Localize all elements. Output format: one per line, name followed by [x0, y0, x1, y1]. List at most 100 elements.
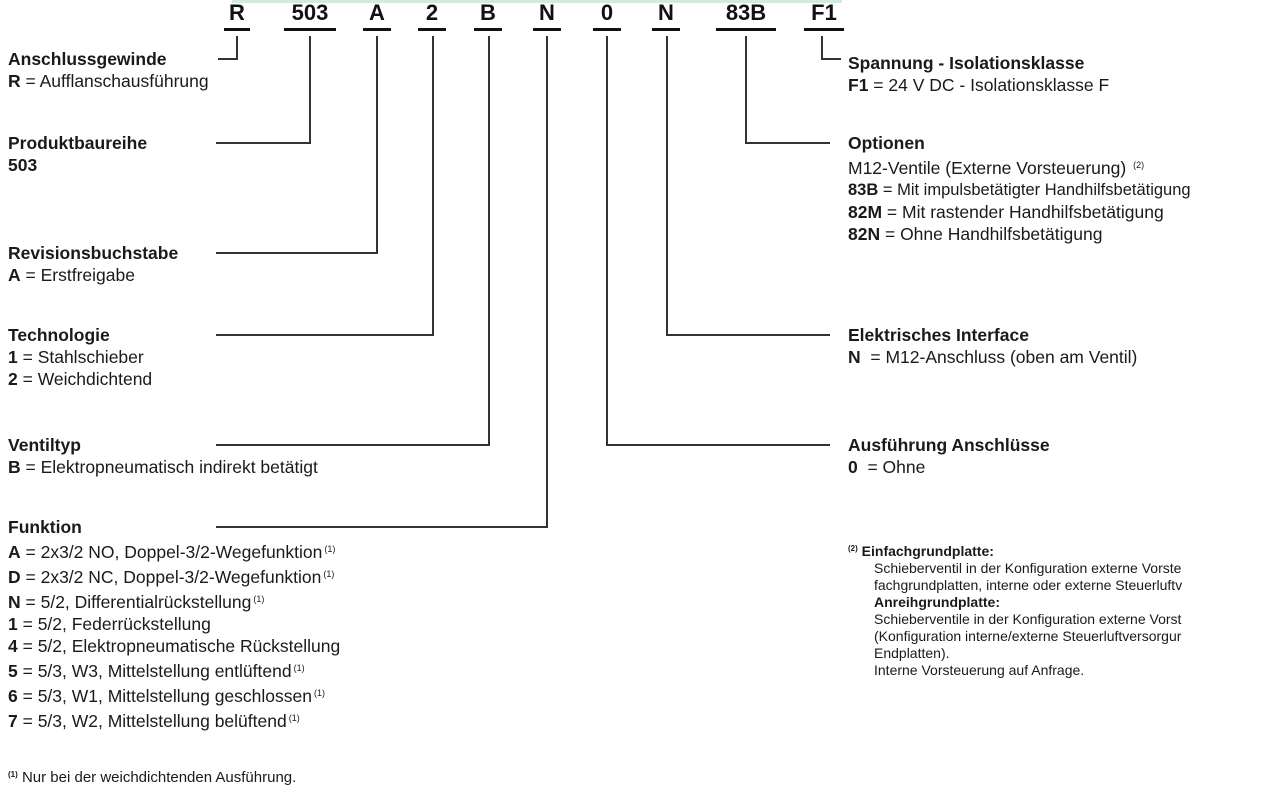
footnote-mark: (2)	[848, 544, 858, 553]
option-text: Ohne	[882, 457, 926, 477]
connector-line	[216, 252, 378, 254]
code-char-a: A	[369, 0, 385, 25]
option-row: 82M = Mit rastender Handhilfsbetätigung	[848, 201, 1191, 223]
option-text: 5/3, W3, Mittelstellung entlüftend	[37, 661, 292, 681]
section-elektrisches-interface: Elektrisches Interface N = M12-Anschluss…	[848, 324, 1137, 368]
option-row: R = Aufflanschausführung	[8, 70, 209, 92]
section-title: Anschlussgewinde	[8, 49, 167, 69]
footnote-line: fachgrundplatten, interne oder externe S…	[874, 577, 1183, 593]
code-char-83b: 83B	[725, 0, 767, 25]
option-separator: =	[20, 457, 41, 477]
intro-text: M12-Ventile (Externe Vorsteuerung)	[848, 158, 1127, 178]
option-row: 503	[8, 154, 147, 176]
option-key: 1	[8, 347, 18, 367]
option-separator: =	[882, 202, 902, 222]
code-char-r: R	[229, 0, 245, 25]
connector-line	[309, 36, 311, 144]
footnote-ref: (1)	[323, 569, 335, 579]
option-text: 5/2, Federrückstellung	[37, 614, 211, 634]
option-row: 7 = 5/3, W2, Mittelstellung belüftend (1)	[8, 707, 340, 732]
option-key: 82M	[848, 202, 883, 222]
footnote-1: (1) Nur bei der weichdichtenden Ausführu…	[8, 766, 296, 786]
option-row: A = 2x3/2 NO, Doppel-3/2-Wegefunktion (1)	[8, 538, 340, 563]
option-row: A = Erstfreigabe	[8, 264, 178, 286]
option-row: N = 5/2, Differentialrückstellung (1)	[8, 588, 340, 613]
option-row: 1 = Stahlschieber	[8, 346, 152, 368]
option-row: 6 = 5/3, W1, Mittelstellung geschlossen(…	[8, 682, 340, 707]
option-key: N	[848, 347, 861, 367]
code-underline	[533, 28, 561, 31]
header-band	[232, 0, 842, 3]
option-separator: =	[20, 592, 41, 612]
option-separator: =	[17, 686, 38, 706]
footnote-line: Schieberventil in der Konfiguration exte…	[874, 560, 1182, 576]
footnote-2: (2) Einfachgrundplatte: Schieberventil i…	[848, 540, 1273, 679]
connector-line	[216, 444, 490, 446]
option-key: B	[8, 457, 21, 477]
option-key: 1	[8, 614, 18, 634]
section-ausfuehrung-anschluesse: Ausführung Anschlüsse 0 = Ohne	[848, 434, 1050, 478]
footnote-heading: (2) Einfachgrundplatte:	[848, 540, 1273, 560]
code-char-0: 0	[600, 0, 614, 25]
option-text: 5/3, W2, Mittelstellung belüftend	[37, 711, 287, 731]
footnote-ref: (1)	[288, 713, 300, 723]
option-key: N	[8, 592, 21, 612]
connector-line	[745, 36, 747, 144]
footnote-ref: (1)	[293, 663, 305, 673]
footnote-mark: (1)	[8, 770, 18, 779]
connector-line	[666, 36, 668, 336]
option-row: 82N = Ohne Handhilfsbetätigung	[848, 223, 1191, 245]
code-char-b: B	[480, 0, 496, 25]
code-char-503: 503	[291, 0, 329, 25]
option-row: F1 = 24 V DC - Isolationsklasse F	[848, 74, 1109, 96]
section-title: Ventiltyp	[8, 435, 81, 455]
connector-line	[546, 36, 548, 528]
connector-line	[745, 142, 830, 144]
option-text: 5/2, Differentialrückstellung	[40, 592, 252, 612]
code-char-n: N	[539, 0, 555, 25]
option-text: Elektropneumatisch indirekt betätigt	[40, 457, 318, 477]
code-underline	[363, 28, 391, 31]
option-separator: =	[20, 71, 40, 91]
connector-line	[432, 36, 434, 336]
option-separator: =	[868, 75, 889, 95]
option-text: 24 V DC - Isolationsklasse F	[888, 75, 1110, 95]
footnote-line: (Konfiguration interne/externe Steuerluf…	[874, 628, 1182, 644]
option-row: 5 = 5/3, W3, Mittelstellung entlüftend (1…	[8, 657, 340, 682]
section-title: Revisionsbuchstabe	[8, 243, 179, 263]
option-row: D = 2x3/2 NC, Doppel-3/2-Wegefunktion (1)	[8, 563, 340, 588]
code-underline	[652, 28, 680, 31]
option-row: 0 = Ohne	[848, 456, 1050, 478]
option-row: 2 = Weichdichtend	[8, 368, 152, 390]
code-char-2: 2	[425, 0, 439, 25]
section-title: Optionen	[848, 133, 925, 153]
option-text: Weichdichtend	[37, 369, 153, 389]
connector-line	[216, 334, 434, 336]
option-key: 503	[8, 155, 38, 175]
option-separator: =	[857, 457, 883, 477]
option-row: 1 = 5/2, Federrückstellung	[8, 613, 340, 635]
option-row: N = M12-Anschluss (oben am Ventil)	[848, 346, 1137, 368]
option-separator: =	[878, 181, 898, 199]
code-underline	[804, 28, 844, 31]
option-row: B = Elektropneumatisch indirekt betätigt	[8, 456, 318, 478]
section-optionen: Optionen M12-Ventile (Externe Vorsteueru…	[848, 132, 1191, 245]
option-separator: =	[17, 711, 38, 731]
connector-line	[218, 58, 238, 60]
connector-line	[216, 526, 548, 528]
option-key: 0	[848, 457, 858, 477]
option-separator: =	[20, 542, 41, 562]
option-text: Erstfreigabe	[40, 265, 135, 285]
footnote-ref: (2)	[1133, 160, 1145, 170]
section-title: Produktbaureihe	[8, 133, 148, 153]
option-key: 2	[8, 369, 18, 389]
option-separator: =	[17, 347, 38, 367]
connector-line	[236, 36, 238, 60]
footnote-line: Endplatten).	[874, 645, 950, 661]
section-revisionsbuchstabe: Revisionsbuchstabe A = Erstfreigabe	[8, 242, 178, 286]
section-title: Funktion	[8, 517, 82, 537]
option-key: 5	[8, 661, 18, 681]
option-separator: =	[17, 661, 38, 681]
code-underline	[224, 28, 250, 31]
footnote-line: Schieberventile in der Konfiguration ext…	[874, 611, 1182, 627]
